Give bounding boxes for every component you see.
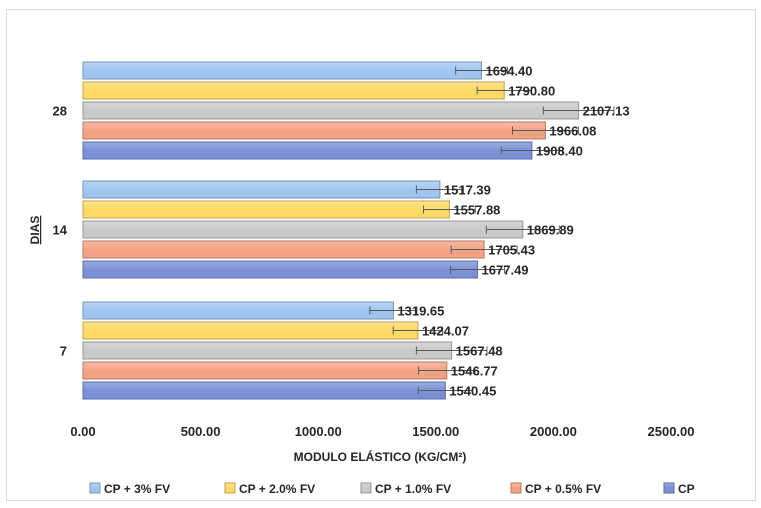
x-tick-label: 0.00 — [70, 424, 95, 439]
data-label: 1790.80 — [508, 84, 555, 99]
error-bar — [415, 346, 488, 355]
error-bar — [415, 185, 464, 194]
legend-item: CP — [663, 482, 695, 496]
legend-swatch — [89, 482, 101, 494]
error-bar — [417, 386, 473, 395]
legend-label: CP + 0.5% FV — [525, 482, 601, 496]
data-label: 1567.48 — [456, 344, 503, 359]
error-bar — [455, 66, 508, 75]
legend-label: CP + 1.0% FV — [375, 482, 451, 496]
bar-14-cp-0-5-fv — [82, 240, 485, 259]
error-bar — [418, 366, 476, 375]
error-bar — [485, 225, 560, 234]
data-label: 1319.65 — [397, 304, 444, 319]
bar-28-cp — [82, 141, 533, 160]
bar-14-cp-2-0-fv — [82, 200, 450, 219]
error-bar — [511, 126, 579, 135]
tick-labels-layer: 7 14 28 0.00 500.00 1000.00 1500.00 2000.00 2500… — [53, 104, 695, 440]
error-bar — [450, 245, 518, 254]
error-bar — [392, 326, 444, 335]
bar-7-cp-0-5-fv — [82, 361, 448, 380]
error-bar — [500, 146, 563, 155]
legend-item: CP + 3% FV — [89, 482, 170, 496]
bar-7-cp-2-0-fv — [82, 321, 419, 340]
error-bar — [423, 205, 476, 214]
x-axis-title: MODULO ELÁSTICO (KG/CM²) — [294, 449, 467, 464]
data-label: 1517.39 — [444, 183, 491, 198]
error-bar — [542, 106, 615, 115]
data-labels-layer: 1319.65 1424.07 1567.48 1546.77 1540.45 1517.… — [397, 64, 629, 399]
bar-7-cp-3-fv — [82, 301, 394, 320]
data-label: 1869.89 — [527, 223, 574, 238]
y-tick-label: 28 — [53, 104, 67, 119]
legend-item: CP + 2.0% FV — [224, 482, 315, 496]
data-label: 1705.43 — [488, 243, 535, 258]
legend-swatch — [360, 482, 372, 494]
data-label: 1966.08 — [549, 124, 596, 139]
bar-7-cp-1-0-fv — [82, 341, 453, 360]
data-label: 1694.40 — [486, 64, 533, 79]
x-tick-label: 2000.00 — [530, 424, 577, 439]
legend-swatch — [510, 482, 522, 494]
chart-frame — [6, 9, 756, 501]
legend-item: CP + 0.5% FV — [510, 482, 601, 496]
legend-label: CP + 2.0% FV — [239, 482, 315, 496]
bar-28-cp-3-fv — [82, 61, 483, 80]
legend-label: CP — [678, 482, 695, 496]
x-tick-label: 2500.00 — [648, 424, 695, 439]
legend-swatch — [224, 482, 236, 494]
data-label: 2107.13 — [583, 104, 630, 119]
bar-28-cp-1-0-fv — [82, 101, 580, 120]
error-bar — [369, 306, 418, 315]
bar-28-cp-2-0-fv — [82, 81, 505, 100]
data-label: 1677.49 — [482, 263, 529, 278]
y-tick-label: 7 — [60, 344, 67, 359]
bar-7-cp — [82, 381, 446, 400]
data-label: 1424.07 — [422, 324, 469, 339]
data-label: 1908.40 — [536, 144, 583, 159]
data-label: 1557.88 — [453, 203, 500, 218]
y-axis-title: DIAS — [28, 216, 42, 245]
bar-14-cp-1-0-fv — [82, 220, 524, 239]
x-tick-label: 500.00 — [181, 424, 221, 439]
bar-14-cp-3-fv — [82, 180, 441, 199]
bars-layer — [82, 61, 615, 400]
data-label: 1546.77 — [451, 364, 498, 379]
error-bar — [449, 265, 506, 274]
legend-swatch — [663, 482, 675, 494]
error-bar — [476, 86, 532, 95]
legend-label: CP + 3% FV — [104, 482, 170, 496]
bar-28-cp-0-5-fv — [82, 121, 546, 140]
legend: CP + 3% FV CP + 2.0% FV CP + 1.0% FV CP + 0… — [89, 482, 695, 496]
x-tick-label: 1500.00 — [412, 424, 459, 439]
bar-14-cp — [82, 260, 479, 279]
legend-item: CP + 1.0% FV — [360, 482, 451, 496]
data-label: 1540.45 — [449, 384, 496, 399]
x-tick-label: 1000.00 — [295, 424, 342, 439]
y-tick-label: 14 — [53, 223, 68, 238]
